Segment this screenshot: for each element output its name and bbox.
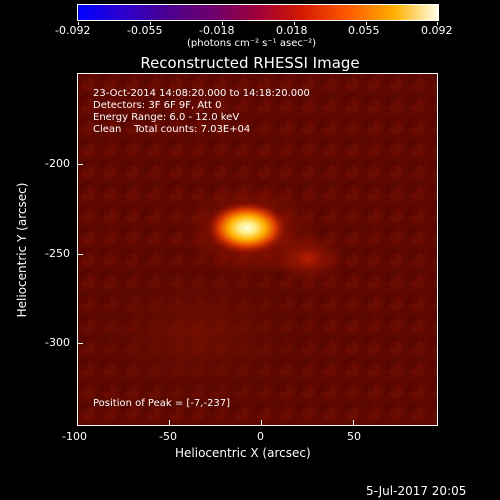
- colorbar-tick-label: -0.055: [127, 24, 163, 37]
- y-axis-label: Heliocentric Y (arcsec): [15, 182, 29, 318]
- ytick-label: -300: [45, 336, 70, 349]
- colorbar-tick-label: -0.018: [199, 24, 235, 37]
- colorbar-tick: [150, 22, 151, 25]
- xtick-label: -100: [62, 430, 87, 443]
- colorbar-tick-label: 0.018: [276, 24, 308, 37]
- time-range-annotation: 23-Oct-2014 14:08:20.000 to 14:18:20.000: [93, 88, 310, 99]
- rhessi-image: [77, 73, 438, 426]
- colorbar-tick: [437, 22, 438, 25]
- colorbar-tick: [78, 22, 79, 25]
- colorbar: [77, 4, 439, 25]
- xtick-mark: [169, 420, 170, 426]
- xtick-label: -50: [159, 430, 177, 443]
- ytick-mark: [77, 254, 83, 255]
- rhessi-image-canvas: [77, 73, 438, 426]
- energy-range-annotation: Energy Range: 6.0 - 12.0 keV: [93, 112, 240, 123]
- ytick-label: -200: [45, 157, 70, 170]
- ytick-mark: [77, 343, 83, 344]
- clean-counts-annotation: Clean Total counts: 7.03E+04: [93, 124, 251, 135]
- peak-position-annotation: Position of Peak = [-7,-237]: [93, 398, 231, 409]
- ytick-label: -250: [45, 247, 70, 260]
- colorbar-units: (photons cm⁻² s⁻¹ asec⁻²): [187, 38, 317, 49]
- footer-date: 5-Jul-2017 20:05: [366, 484, 467, 498]
- plot-title: Reconstructed RHESSI Image: [140, 54, 360, 72]
- colorbar-tick-label: -0.092: [55, 24, 91, 37]
- colorbar-tick: [222, 22, 223, 25]
- xtick-label: 0: [257, 430, 264, 443]
- xtick-mark: [261, 420, 262, 426]
- xtick-mark: [353, 420, 354, 426]
- colorbar-tick: [294, 22, 295, 25]
- colorbar-tick: [366, 22, 367, 25]
- ytick-mark: [77, 164, 83, 165]
- x-axis-label: Heliocentric X (arcsec): [175, 446, 311, 460]
- detectors-annotation: Detectors: 3F 6F 9F, Att 0: [93, 100, 222, 111]
- xtick-label: 50: [347, 430, 361, 443]
- xtick-mark: [77, 420, 78, 426]
- colorbar-tick-label: 0.055: [348, 24, 380, 37]
- colorbar-tick-label: 0.092: [421, 24, 453, 37]
